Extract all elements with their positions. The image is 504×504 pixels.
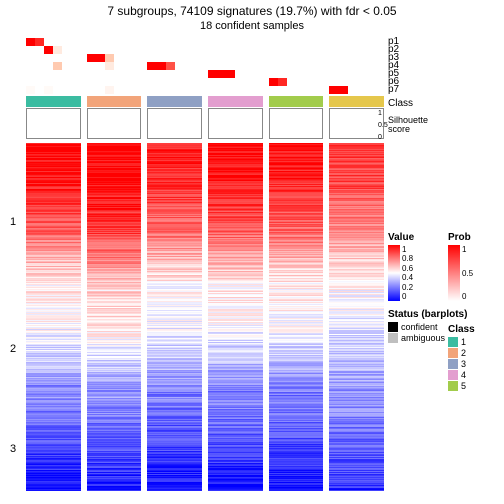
plot-title: 7 subgroups, 74109 signatures (19.7%) wi… [0, 4, 504, 18]
class-legend-items: 12345 [448, 337, 475, 391]
class-annotation-row [26, 96, 384, 107]
plot-subtitle: 18 confident samples [0, 20, 504, 32]
prob-gradient [448, 245, 460, 301]
silhouette-y-ticks: 10.50 [378, 110, 388, 141]
heatmap [26, 143, 384, 491]
prob-row-labels: p1p2p3p4p5p6p7 [388, 38, 399, 94]
value-ticks: 10.80.60.40.20 [402, 245, 413, 301]
silhouette-row [26, 108, 384, 139]
prob-annotation-rows [26, 38, 384, 94]
prob-legend: Prob 10.50 [448, 232, 473, 301]
class-legend: Class 12345 [448, 324, 475, 392]
status-legend-title: Status (barplots) [388, 309, 467, 320]
prob-legend-title: Prob [448, 232, 473, 243]
silhouette-label: Silhouette score [388, 116, 428, 134]
class-legend-title: Class [448, 324, 475, 335]
prob-ticks: 10.50 [462, 245, 473, 301]
main-plot-area [26, 38, 384, 491]
class-row-label: Class [388, 98, 413, 109]
value-gradient [388, 245, 400, 301]
